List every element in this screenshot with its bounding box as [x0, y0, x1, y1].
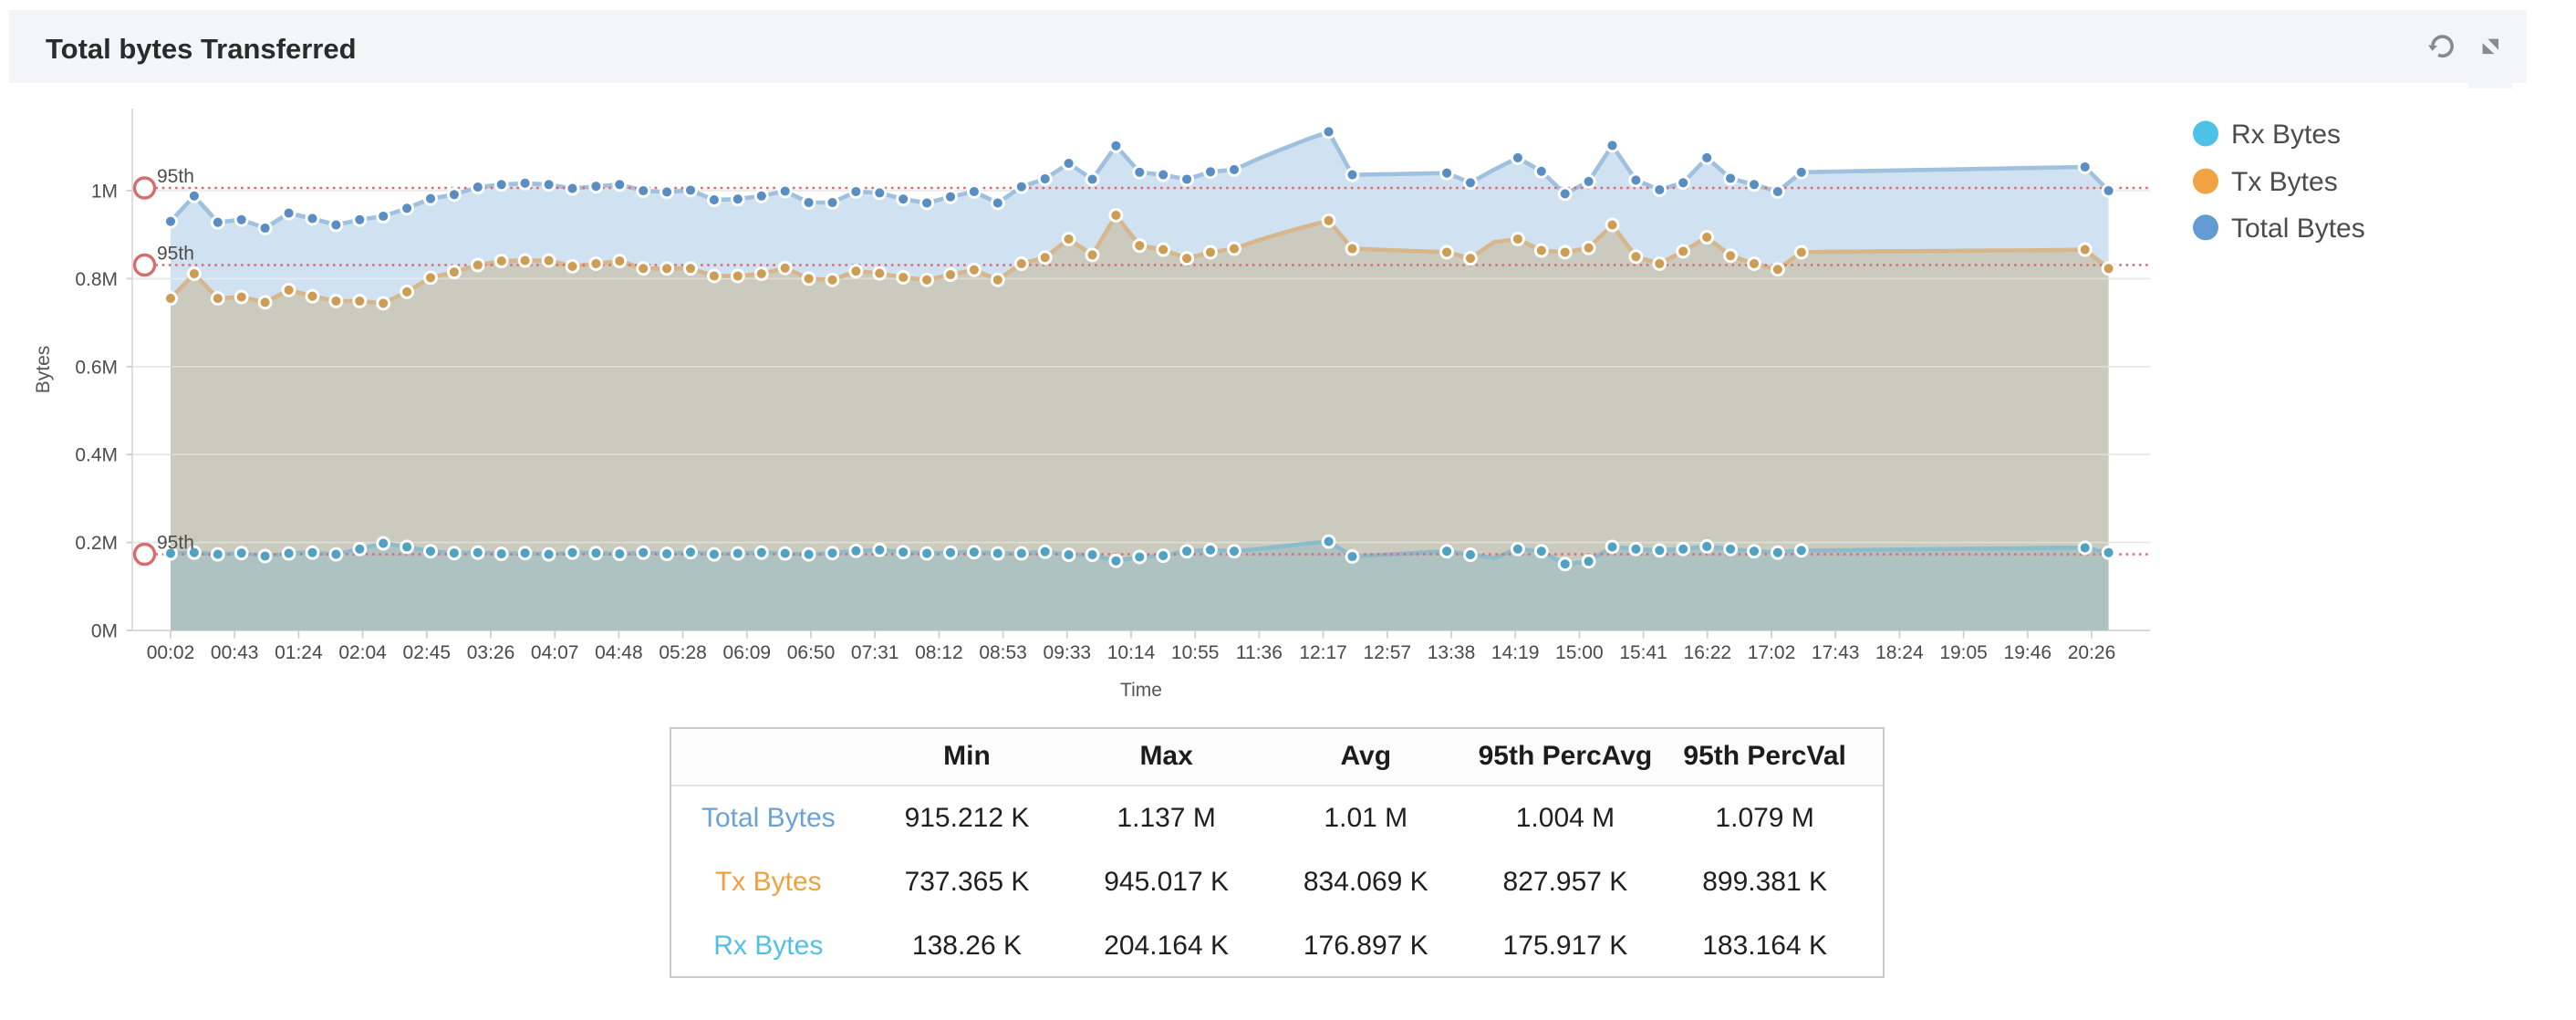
- svg-text:16:22: 16:22: [1684, 642, 1732, 663]
- svg-text:06:50: 06:50: [787, 642, 836, 663]
- svg-text:13:38: 13:38: [1428, 642, 1476, 663]
- svg-text:10:55: 10:55: [1171, 642, 1220, 663]
- svg-text:11:36: 11:36: [1236, 642, 1283, 663]
- svg-text:95th: 95th: [157, 166, 194, 187]
- svg-text:17:43: 17:43: [1812, 642, 1860, 663]
- svg-text:10:14: 10:14: [1107, 642, 1156, 663]
- svg-text:06:09: 06:09: [723, 642, 772, 663]
- svg-text:Total Bytes: Total Bytes: [2231, 213, 2365, 244]
- svg-text:00:02: 00:02: [147, 642, 195, 663]
- svg-text:05:28: 05:28: [659, 642, 707, 663]
- svg-text:02:45: 02:45: [403, 642, 452, 663]
- svg-text:12:57: 12:57: [1364, 642, 1412, 663]
- svg-text:20:26: 20:26: [2068, 642, 2116, 663]
- svg-text:Bytes: Bytes: [33, 346, 54, 394]
- svg-text:1M: 1M: [91, 182, 118, 203]
- svg-text:18:24: 18:24: [1875, 642, 1924, 663]
- svg-text:95th: 95th: [157, 244, 194, 265]
- svg-text:03:26: 03:26: [467, 642, 515, 663]
- svg-text:19:46: 19:46: [2004, 642, 2052, 663]
- svg-text:17:02: 17:02: [1748, 642, 1796, 663]
- svg-text:0M: 0M: [91, 621, 118, 642]
- svg-text:0.4M: 0.4M: [75, 445, 118, 466]
- svg-text:Tx Bytes: Tx Bytes: [2231, 167, 2338, 197]
- svg-text:04:07: 04:07: [531, 642, 579, 663]
- svg-text:0.8M: 0.8M: [75, 269, 118, 290]
- svg-text:08:12: 08:12: [915, 642, 963, 663]
- svg-text:02:04: 02:04: [338, 642, 387, 663]
- svg-text:15:00: 15:00: [1555, 642, 1604, 663]
- svg-text:95th: 95th: [157, 533, 194, 554]
- svg-text:Time: Time: [1120, 680, 1162, 701]
- svg-text:08:53: 08:53: [979, 642, 1027, 663]
- svg-text:0.6M: 0.6M: [75, 357, 118, 378]
- svg-text:0.2M: 0.2M: [75, 533, 118, 554]
- svg-text:14:19: 14:19: [1491, 642, 1540, 663]
- svg-text:15:41: 15:41: [1619, 642, 1667, 663]
- svg-text:04:48: 04:48: [595, 642, 643, 663]
- svg-text:01:24: 01:24: [275, 642, 323, 663]
- svg-text:09:33: 09:33: [1044, 642, 1092, 663]
- svg-text:12:17: 12:17: [1299, 642, 1347, 663]
- svg-text:Rx Bytes: Rx Bytes: [2231, 120, 2341, 150]
- svg-text:00:43: 00:43: [211, 642, 259, 663]
- svg-text:19:05: 19:05: [1939, 642, 1988, 663]
- svg-text:07:31: 07:31: [851, 642, 899, 663]
